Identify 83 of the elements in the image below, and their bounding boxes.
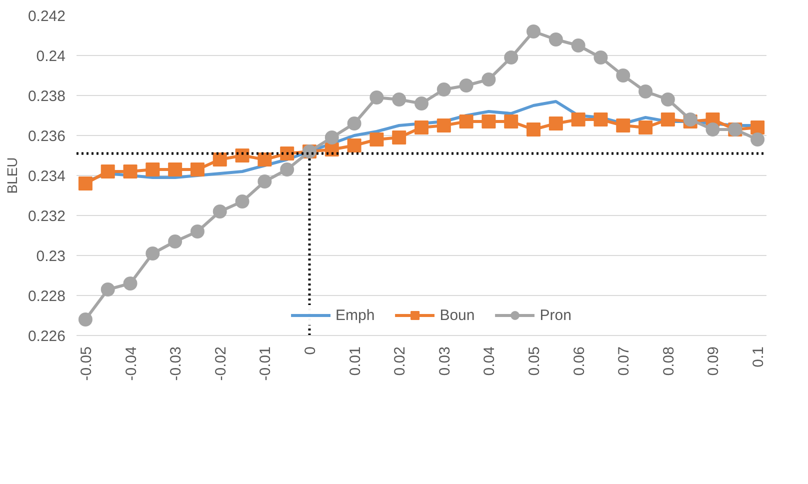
point [146,246,160,260]
y-tick-label: 0.232 [28,208,66,225]
point [146,162,160,176]
x-tick-label: 0.04 [481,346,498,376]
point [459,114,474,128]
point [168,162,182,176]
point [370,90,384,104]
point [190,162,204,176]
point [706,122,720,136]
point [660,112,675,126]
x-tick-label: 0 [302,346,319,355]
x-tick-label: 0.03 [436,346,454,376]
y-tick-label: 0.226 [28,328,66,345]
point [414,120,428,134]
point [414,96,428,110]
point [392,130,406,144]
point [324,130,339,144]
x-tick-label: 0.06 [570,346,588,376]
y-tick-label: 0.23 [36,248,66,265]
x-tick-label: -0.05 [78,346,95,381]
x-tick-label: -0.03 [168,346,185,381]
point [78,176,92,190]
point [258,174,272,188]
point [548,116,563,130]
x-tick-label: 0.09 [705,346,722,376]
point [638,120,653,134]
point [482,72,496,86]
point [347,116,362,130]
point [459,78,474,92]
y-tick-label: 0.238 [28,88,66,105]
point [235,148,250,162]
point [594,50,608,64]
point [123,276,138,290]
point [504,50,518,64]
point [750,120,765,134]
point [526,24,541,38]
y-tick-label: 0.234 [28,168,66,185]
y-tick-label: 0.236 [28,128,66,145]
x-tick-label: 0.1 [750,346,768,368]
point [660,92,675,106]
point [638,84,653,98]
point [190,224,204,238]
point [370,132,384,146]
y-axis-title: BLEU [4,157,20,194]
x-tick-label: 0.07 [616,346,633,376]
point [436,82,451,96]
point [616,118,630,132]
x-tick-label: 0.02 [392,346,409,376]
point [100,164,115,178]
x-tick-label: 0.05 [526,346,544,376]
x-tick-label: 0.01 [346,346,364,376]
y-tick-label: 0.228 [28,288,66,305]
point [235,194,250,208]
point [280,146,294,160]
point [750,132,765,146]
legend-label: Pron [540,306,572,324]
point [258,152,272,166]
point [212,152,227,166]
legend-label: Emph [336,306,375,324]
point [504,114,518,128]
y-tick-label: 0.24 [36,48,66,65]
point [436,118,451,132]
point [548,32,563,46]
point [594,112,608,126]
x-tick-label: -0.04 [122,346,140,381]
point [100,282,115,296]
point [78,312,92,326]
point [212,204,227,218]
y-tick-label: 0.242 [28,8,66,25]
point [392,92,406,106]
point [168,234,182,248]
point [347,138,362,152]
point [280,162,294,176]
point [571,112,586,126]
legend-label: Boun [440,306,475,324]
point [526,122,541,136]
x-tick-label: -0.01 [257,346,274,381]
point [616,68,630,82]
point [571,38,586,52]
x-tick-label: 0.08 [660,346,678,376]
x-tick-label: -0.02 [212,346,230,381]
point [123,164,138,178]
point [482,114,496,128]
